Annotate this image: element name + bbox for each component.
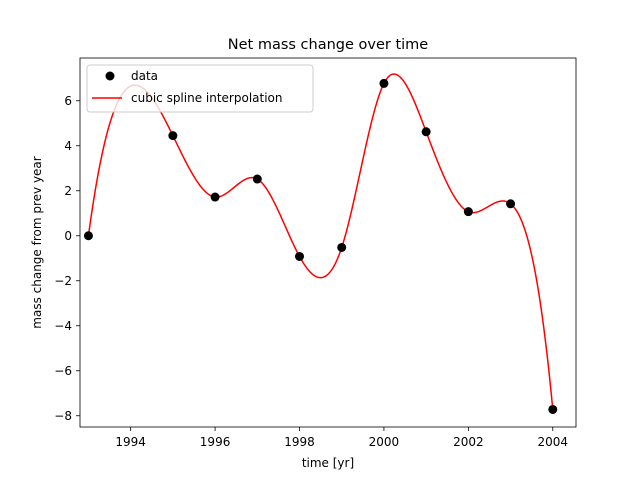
x-axis-label: time [yr] [302,456,354,470]
y-axis-label: mass change from prev year [30,156,44,329]
y-tick-label: −6 [54,364,72,378]
data-point [210,192,220,202]
data-point [168,131,178,141]
data-points [83,78,558,414]
data-point [295,251,305,261]
x-tick-label: 2000 [369,435,400,449]
y-tick-label: 4 [64,139,72,153]
spline-line [87,73,554,410]
data-point [337,242,347,252]
data-point [421,127,431,137]
data-point [506,199,516,209]
x-tick-label: 1996 [200,435,231,449]
legend-label-data: data [131,69,158,83]
legend-label-spline: cubic spline interpolation [131,91,283,105]
chart-title: Net mass change over time [228,37,429,53]
data-point [379,78,389,88]
x-tick-label: 1994 [115,435,146,449]
y-tick-label: −2 [54,274,72,288]
data-point [83,231,93,241]
plot-series [83,73,558,414]
x-axis-ticks: 1994 1996 1998 2000 2002 2004 [115,427,568,449]
x-tick-label: 2004 [538,435,569,449]
legend-box [86,64,314,113]
y-tick-label: 0 [64,229,72,243]
plot-frame [79,57,577,428]
y-axis-ticks: −8 −6 −4 −2 0 2 4 6 [54,94,80,423]
data-point [252,174,262,184]
x-tick-label: 2002 [453,435,484,449]
data-point [463,207,473,217]
data-point [548,404,558,414]
x-tick-label: 1998 [284,435,315,449]
legend-marker-data [105,71,115,81]
y-tick-label: 2 [64,184,72,198]
y-tick-label: −8 [54,409,72,423]
y-tick-label: −4 [54,319,72,333]
plot-area [80,58,576,427]
y-tick-label: 6 [64,94,72,108]
legend: data cubic spline interpolation [86,64,314,113]
